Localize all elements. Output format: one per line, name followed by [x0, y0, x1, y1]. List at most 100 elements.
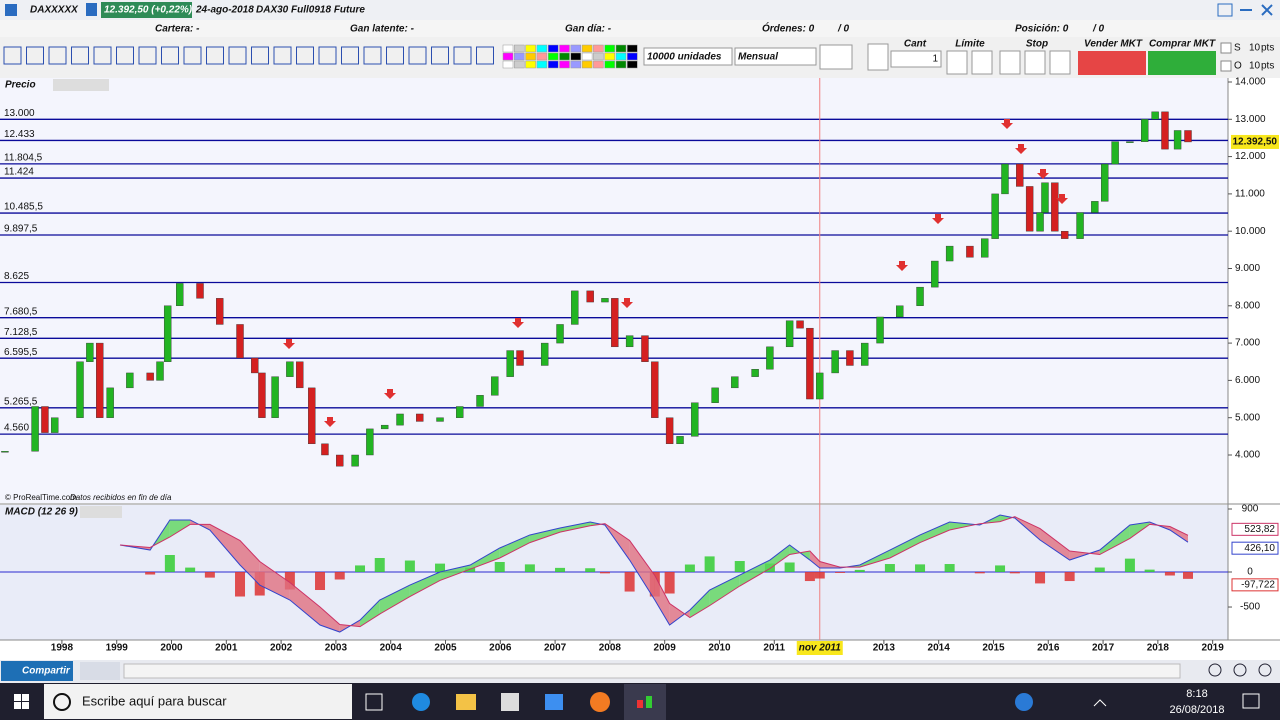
color-swatch[interactable]: [559, 60, 570, 69]
tool-button[interactable]: [71, 46, 89, 65]
units-select[interactable]: [643, 47, 733, 66]
color-swatch[interactable]: [570, 52, 582, 61]
indicator-button[interactable]: [819, 44, 853, 70]
buy-button[interactable]: [1148, 51, 1216, 75]
color-swatch[interactable]: [502, 44, 514, 53]
task-view[interactable]: [365, 693, 383, 711]
color-swatch[interactable]: [627, 44, 638, 53]
color-swatch[interactable]: [514, 52, 525, 61]
color-swatch[interactable]: [581, 52, 593, 61]
color-swatch[interactable]: [570, 60, 582, 69]
scrollbar[interactable]: [123, 663, 1181, 679]
color-swatch[interactable]: [536, 52, 548, 61]
edge-icon[interactable]: [412, 693, 430, 711]
stop-extra-button[interactable]: [1049, 50, 1071, 75]
tool-button[interactable]: [386, 46, 404, 65]
color-swatch[interactable]: [615, 44, 627, 53]
tool-button[interactable]: [183, 46, 202, 65]
explorer-icon[interactable]: [456, 694, 476, 710]
prorealtime-task[interactable]: [624, 684, 666, 720]
share-button[interactable]: [1, 661, 73, 681]
tool-button[interactable]: [3, 46, 22, 65]
period-select[interactable]: [734, 47, 817, 66]
tool-button[interactable]: [206, 46, 224, 65]
tool-button[interactable]: [431, 46, 449, 65]
color-swatch[interactable]: [604, 60, 615, 69]
color-swatch[interactable]: [514, 44, 525, 53]
tool-button[interactable]: [251, 46, 269, 65]
tool-button[interactable]: [363, 46, 382, 65]
color-swatch[interactable]: [536, 60, 548, 69]
notifications[interactable]: [1242, 693, 1260, 709]
color-swatch[interactable]: [627, 60, 638, 69]
tool-button[interactable]: [161, 46, 179, 65]
limit-sell-button[interactable]: [971, 50, 993, 75]
store-icon[interactable]: [501, 693, 519, 711]
limit-buy-button[interactable]: [946, 50, 968, 75]
color-swatch[interactable]: [559, 52, 570, 61]
color-swatch[interactable]: [615, 52, 627, 61]
color-swatch[interactable]: [525, 60, 536, 69]
color-swatch[interactable]: [525, 44, 536, 53]
stop-sell-button[interactable]: [1024, 50, 1046, 75]
tool-button[interactable]: [93, 46, 112, 65]
tool-button[interactable]: [453, 46, 472, 65]
tool-button[interactable]: [341, 46, 359, 65]
quantity-input[interactable]: [890, 50, 942, 68]
dropbox-icon[interactable]: [545, 694, 563, 710]
tool-button[interactable]: [476, 46, 494, 65]
level-label: 8.625: [4, 271, 29, 282]
tool-button[interactable]: [296, 46, 314, 65]
color-swatch[interactable]: [627, 52, 638, 61]
color-swatch[interactable]: [581, 44, 593, 53]
color-swatch[interactable]: [547, 44, 559, 53]
tray-arrow[interactable]: [1093, 699, 1107, 707]
color-swatch[interactable]: [581, 60, 593, 69]
tool-button[interactable]: [273, 46, 292, 65]
color-swatch[interactable]: [547, 52, 559, 61]
color-swatch[interactable]: [593, 60, 604, 69]
histogram-bar: [494, 561, 505, 573]
zoom-out-button[interactable]: [1233, 663, 1247, 677]
panel-buttons[interactable]: [80, 506, 122, 518]
footer-tools[interactable]: [80, 662, 120, 680]
firefox-icon[interactable]: [590, 692, 610, 712]
settings-button[interactable]: [867, 43, 889, 71]
color-swatch[interactable]: [559, 44, 570, 53]
color-swatch[interactable]: [604, 52, 615, 61]
tool-button[interactable]: [138, 46, 157, 65]
tool-button[interactable]: [26, 46, 44, 65]
color-swatch[interactable]: [514, 60, 525, 69]
window-button[interactable]: [1217, 3, 1233, 17]
color-swatch[interactable]: [593, 44, 604, 53]
panel-buttons[interactable]: [53, 79, 109, 91]
color-swatch[interactable]: [604, 44, 615, 53]
color-swatch[interactable]: [536, 44, 548, 53]
o-checkbox[interactable]: [1220, 60, 1232, 72]
zoom-in-button[interactable]: [1258, 663, 1272, 677]
color-swatch[interactable]: [525, 52, 536, 61]
color-swatch[interactable]: [502, 52, 514, 61]
color-swatch[interactable]: [547, 60, 559, 69]
tool-button[interactable]: [408, 46, 427, 65]
zoom-button[interactable]: [1208, 663, 1222, 677]
histogram-bar: [284, 572, 295, 590]
s-checkbox[interactable]: [1220, 42, 1232, 54]
search-box[interactable]: [44, 684, 352, 719]
tool-button[interactable]: [318, 46, 337, 65]
tool-button[interactable]: [116, 46, 134, 65]
stop-buy-button[interactable]: [999, 50, 1021, 75]
tool-button[interactable]: [228, 46, 247, 65]
color-swatch[interactable]: [593, 52, 604, 61]
color-swatch[interactable]: [570, 44, 582, 53]
close-button[interactable]: [1261, 4, 1273, 16]
tool-button[interactable]: [48, 46, 67, 65]
sell-button[interactable]: [1078, 51, 1146, 75]
start-button[interactable]: [14, 694, 29, 709]
help-icon[interactable]: [1015, 693, 1033, 711]
x-tick-label: 2003: [325, 643, 348, 654]
color-swatch[interactable]: [615, 60, 627, 69]
color-swatch[interactable]: [502, 60, 514, 69]
prorealtime-icon: [646, 696, 652, 708]
value-label-box: [1231, 578, 1279, 592]
